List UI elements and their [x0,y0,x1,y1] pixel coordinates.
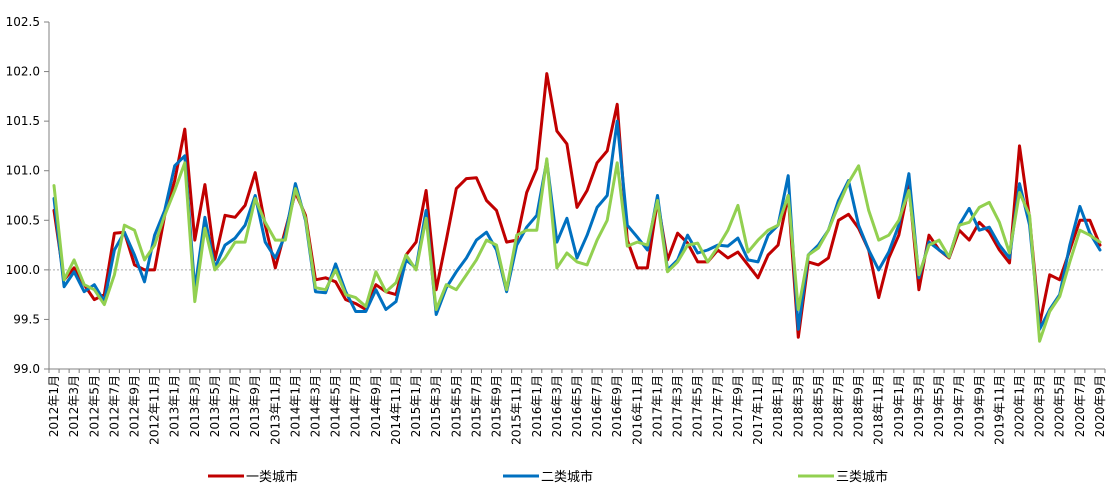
x-tick-label: 2015年5月 [449,375,463,437]
y-tick-label: 99.0 [13,362,40,376]
x-tick-label: 2020年1月 [1013,375,1027,437]
x-tick-label: 2013年9月 [248,375,262,437]
x-tick-label: 2012年7月 [107,375,121,437]
x-tick-label: 2013年7月 [228,375,242,437]
legend-label: 三类城市 [836,469,888,485]
series-lines [52,72,1102,343]
x-tick-label: 2016年11月 [630,375,644,445]
x-tick-label: 2015年3月 [429,375,443,437]
x-tick-label: 2018年1月 [771,375,785,437]
y-tick-label: 102.0 [6,65,40,79]
x-axis: 2012年1月 2012年3月 2012年5月 2012年7月 2012年9月 2012年… [47,368,1107,445]
x-tick-label: 2020年9月 [1093,375,1107,437]
x-tick-label: 2012年1月 [47,375,61,437]
legend: 一类城市 二类城市 三类城市 [208,469,888,485]
y-tick-label: 101.5 [6,114,40,128]
x-tick-label: 2018年7月 [831,375,845,437]
series-line [52,157,1102,343]
x-tick-label: 2014年1月 [288,375,302,437]
x-tick-label: 2017年3月 [671,375,685,437]
x-tick-label: 2017年9月 [731,375,745,437]
x-tick-label: 2014年5月 [329,375,343,437]
x-tick-label: 2015年9月 [490,375,504,437]
x-tick-label: 2019年5月 [932,375,946,437]
x-tick-label: 2019年7月 [952,375,966,437]
x-tick-label: 2013年3月 [188,375,202,437]
x-tick-label: 2012年5月 [87,375,101,437]
x-tick-label: 2013年1月 [168,375,182,437]
x-tick-label: 2018年11月 [872,375,886,445]
x-tick-label: 2015年11月 [510,375,524,445]
y-tick-label: 100.0 [6,263,40,277]
x-tick-label: 2018年3月 [791,375,805,437]
x-tick-label: 2017年7月 [711,375,725,437]
x-tick-label: 2016年5月 [570,375,584,437]
x-tick-label: 2020年7月 [1073,375,1087,437]
x-tick-label: 2017年1月 [650,375,664,437]
x-tick-label: 2014年3月 [309,375,323,437]
x-tick-label: 2013年11月 [268,375,282,445]
series-line [52,72,1102,339]
legend-label: 一类城市 [246,469,298,485]
y-tick-label: 100.5 [6,213,40,227]
x-tick-label: 2019年11月 [992,375,1006,445]
x-tick-label: 2016年7月 [590,375,604,437]
x-tick-label: 2014年11月 [389,375,403,445]
x-tick-label: 2015年7月 [469,375,483,437]
x-tick-label: 2020年5月 [1053,375,1067,437]
x-tick-label: 2019年9月 [972,375,986,437]
x-tick-label: 2017年5月 [691,375,705,437]
x-tick-label: 2019年3月 [912,375,926,437]
legend-label: 二类城市 [541,469,593,485]
x-tick-label: 2012年3月 [67,375,81,437]
x-tick-label: 2012年9月 [127,375,141,437]
x-tick-label: 2016年1月 [530,375,544,437]
x-tick-label: 2020年3月 [1033,375,1047,437]
y-tick-label: 99.5 [13,312,40,326]
x-tick-label: 2019年1月 [892,375,906,437]
x-tick-label: 2018年9月 [852,375,866,437]
x-tick-label: 2016年3月 [550,375,564,437]
x-tick-label: 2012年11月 [148,375,162,445]
y-tick-label: 101.0 [6,164,40,178]
x-tick-label: 2013年5月 [208,375,222,437]
y-tick-label: 102.5 [6,15,40,29]
x-tick-label: 2014年9月 [369,375,383,437]
x-tick-label: 2018年5月 [811,375,825,437]
x-tick-label: 2016年9月 [610,375,624,437]
x-tick-label: 2014年7月 [349,375,363,437]
x-tick-label: 2017年11月 [751,375,765,445]
y-axis: 99.0 99.5 100.0 100.5 101.0 101.5 102.0 102.5 [6,15,50,376]
x-tick-label: 2015年1月 [409,375,423,437]
